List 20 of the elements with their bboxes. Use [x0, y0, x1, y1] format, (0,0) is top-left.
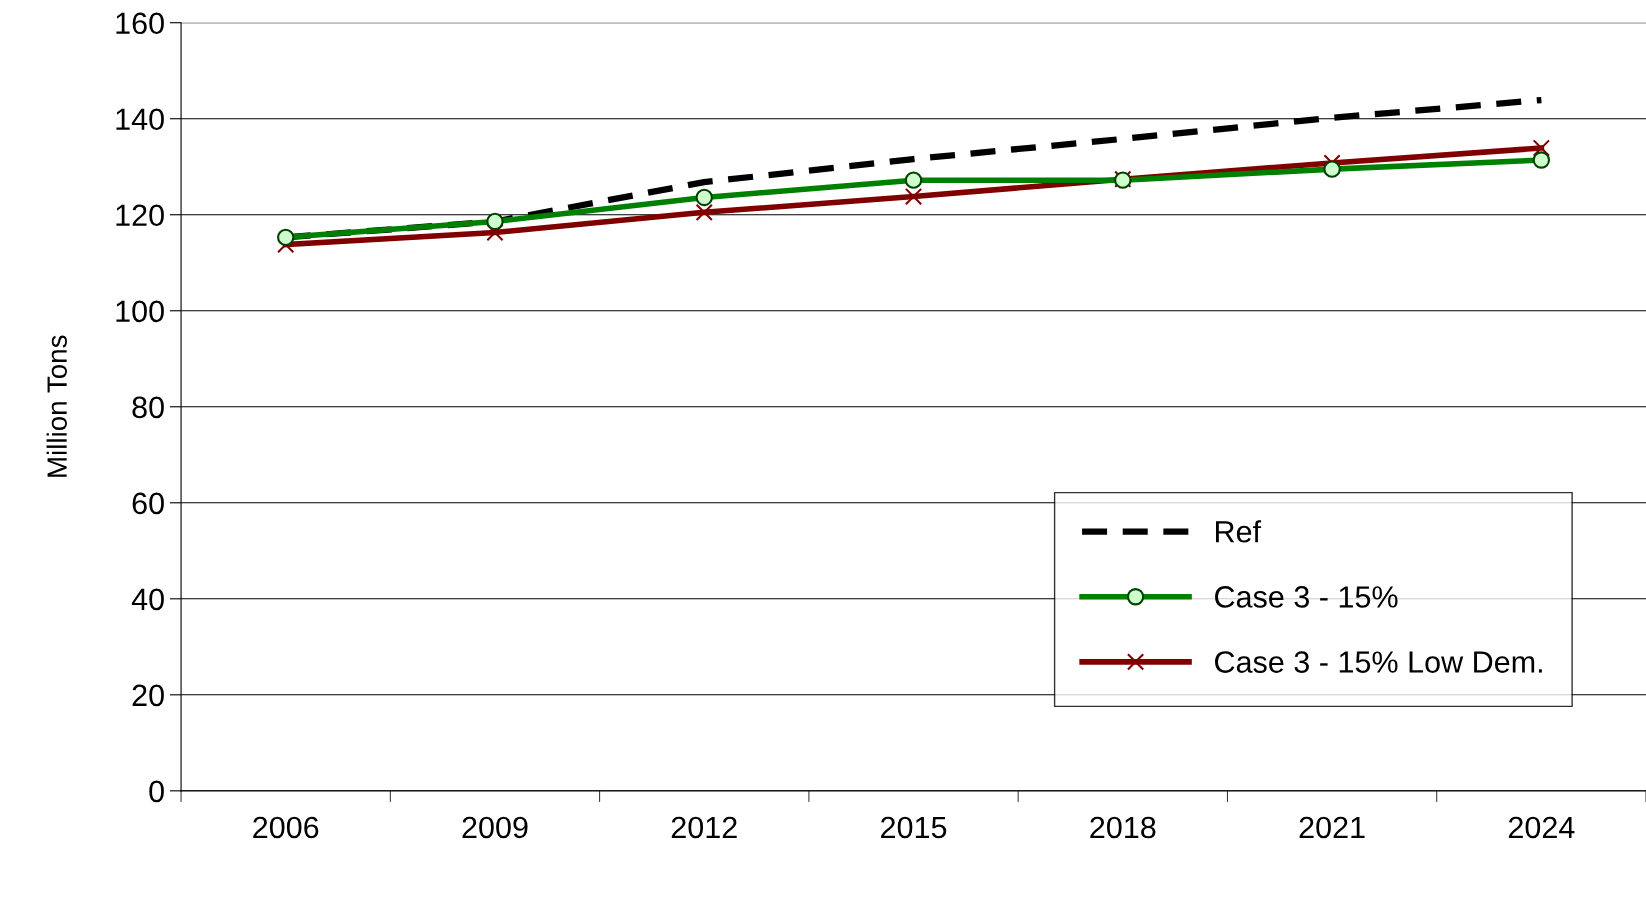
x-tick-label: 2024	[1508, 816, 1575, 839]
x-tick-label: 2012	[671, 816, 737, 839]
y-tick-label: 0	[149, 780, 164, 803]
y-tick-label: 80	[132, 396, 164, 419]
x-tick-label: 2006	[253, 816, 319, 839]
y-tick-label: 100	[116, 300, 164, 323]
y-tick-label: 160	[116, 12, 164, 35]
y-tick-label: 120	[116, 204, 164, 227]
legend-label: Case 3 - 15%	[1215, 586, 1398, 608]
y-tick-label: 60	[132, 492, 164, 515]
y-tick-label: 40	[131, 588, 164, 611]
x-tick-label: 2015	[881, 816, 947, 839]
x-tick-label: 2009	[462, 816, 528, 839]
y-tick-label: 20	[132, 684, 164, 707]
legend-label: Case 3 - 15% Low Dem.	[1215, 651, 1542, 673]
y-axis-title: Million Tons	[46, 335, 67, 477]
x-tick-label: 2021	[1299, 816, 1365, 839]
x-tick-label: 2018	[1090, 816, 1156, 839]
legend-label: Ref	[1215, 520, 1262, 543]
y-tick-label: 140	[116, 108, 164, 131]
